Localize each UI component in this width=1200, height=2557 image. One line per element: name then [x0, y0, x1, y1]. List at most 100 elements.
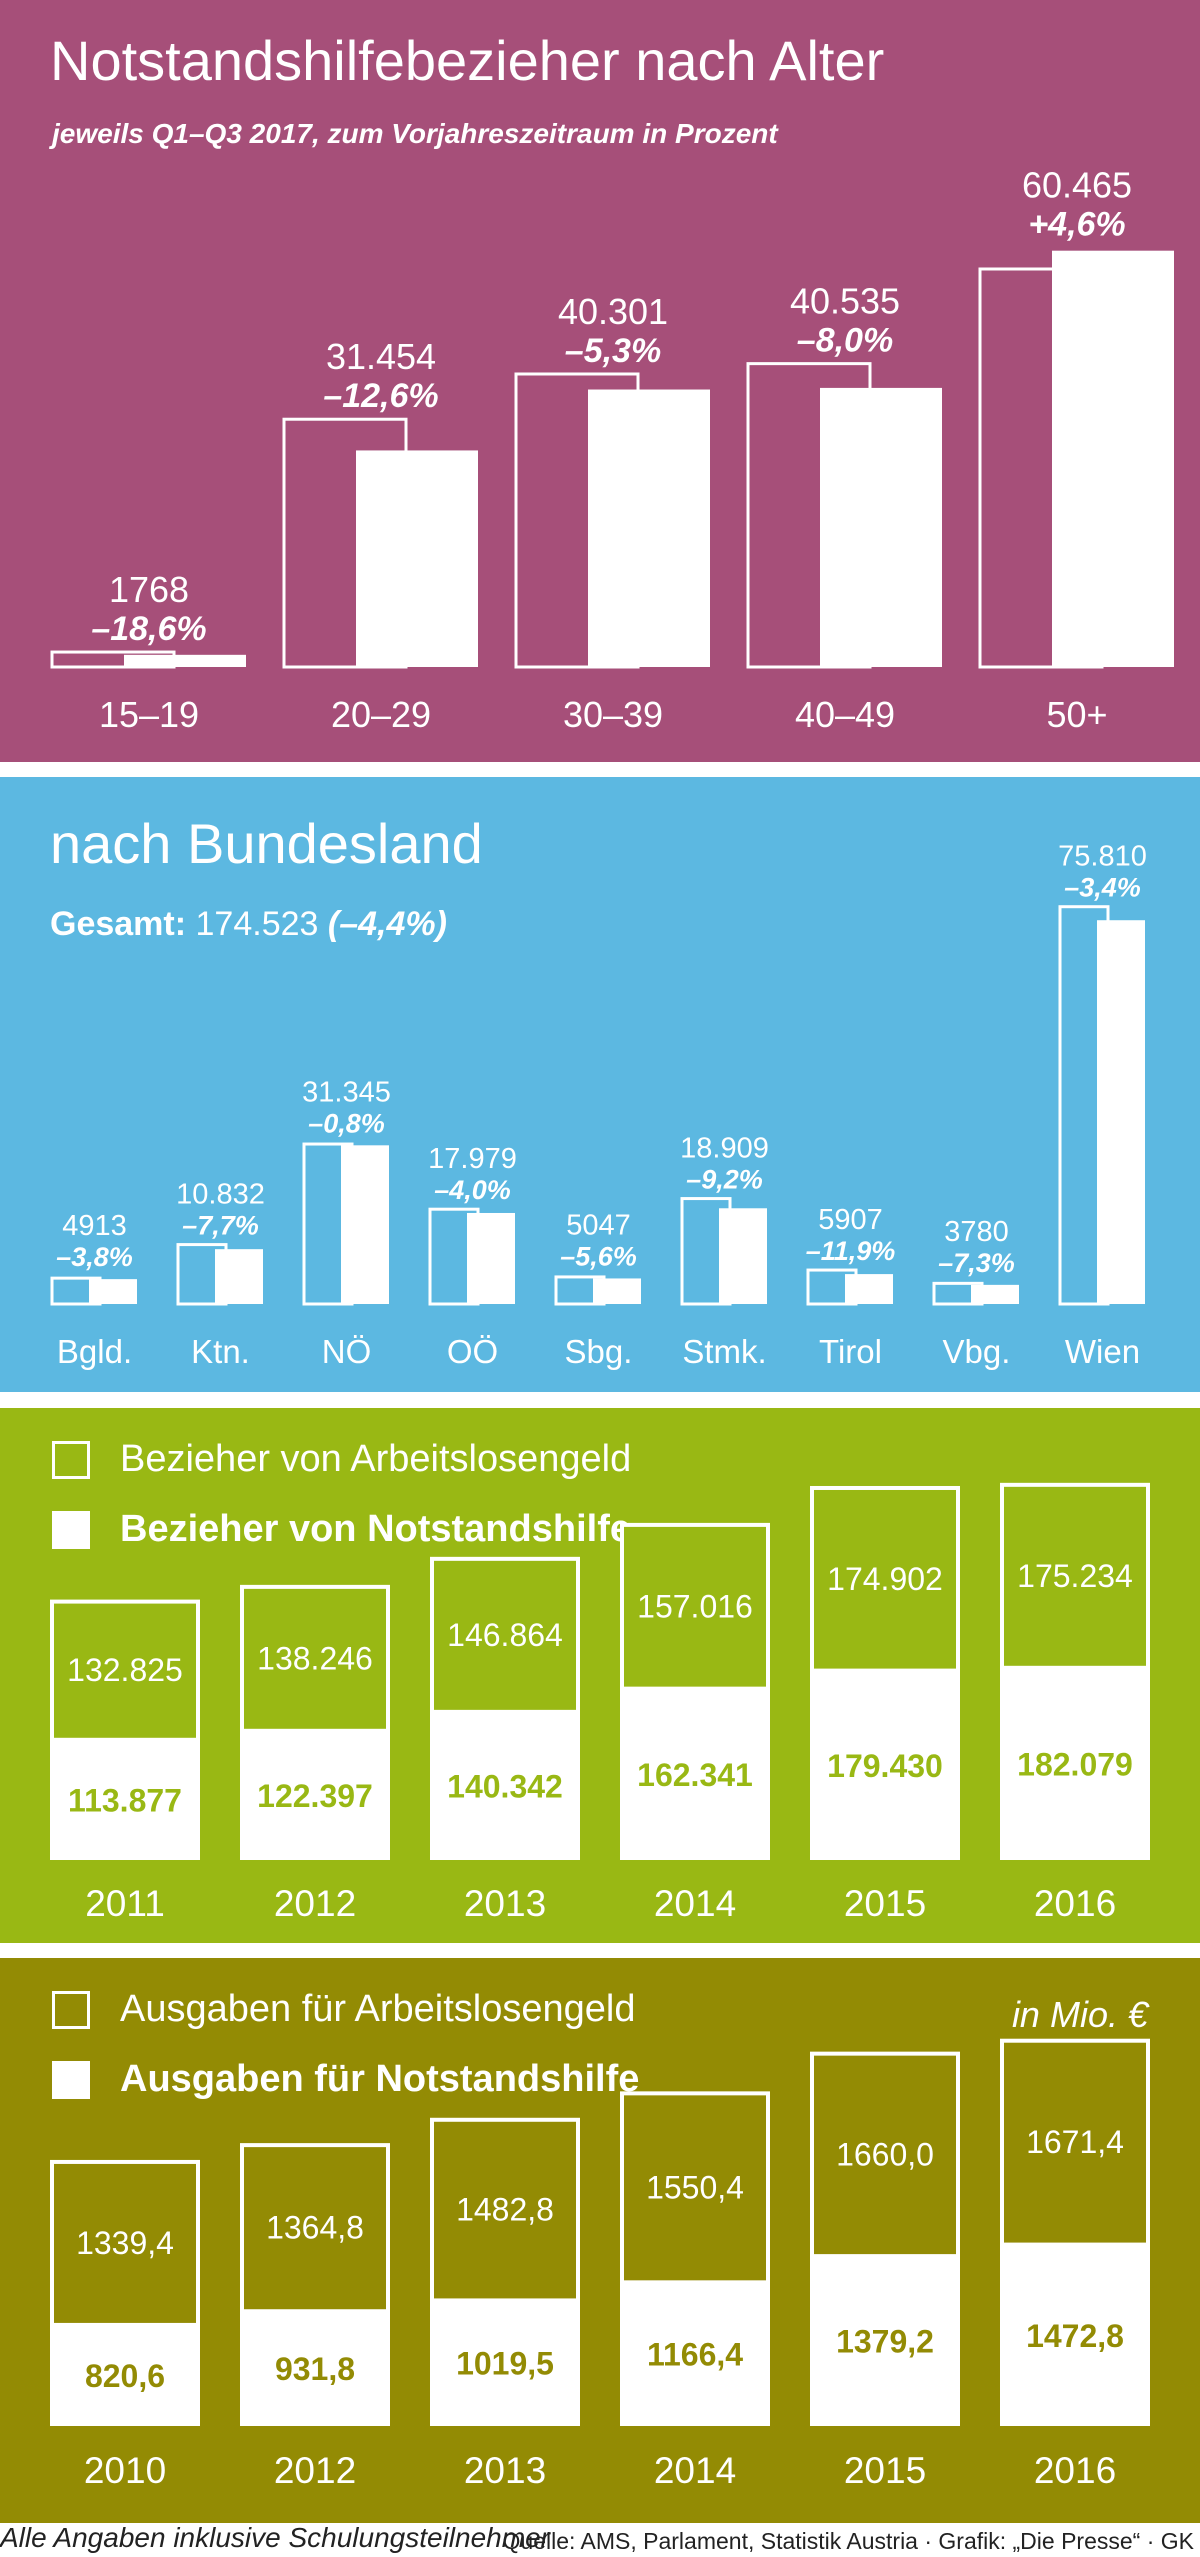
category-label: Vbg. — [943, 1333, 1011, 1370]
bar-current-year — [593, 1278, 641, 1304]
change-label: –0,8% — [308, 1108, 385, 1138]
outline-value-label: 1550,4 — [646, 2169, 744, 2205]
value-label: 75.810 — [1058, 841, 1147, 873]
unit-label: in Mio. € — [1011, 1994, 1148, 2035]
outline-value-label: 138.246 — [257, 1640, 373, 1676]
bar-filled-segment — [240, 1730, 390, 1860]
age-title: Notstandshilfebezieher nach Alter — [50, 29, 885, 92]
bar-filled-segment — [50, 2324, 200, 2426]
category-label: 2013 — [464, 1883, 546, 1924]
bar-filled-segment — [430, 2300, 580, 2426]
age-bar-chart: –18,6%176815–19–12,6%31.45420–29–5,3%40.… — [50, 165, 1174, 735]
category-label: 2012 — [274, 2450, 356, 2491]
bar-current-year — [1097, 920, 1145, 1304]
total-label: Gesamt: — [50, 905, 187, 943]
filled-value-label: 1166,4 — [647, 2337, 743, 2373]
filled-value-label: 113.877 — [68, 1782, 182, 1818]
state-panel: nach Bundesland Gesamt: 174.523 (–4,4%) … — [0, 777, 1200, 1392]
legend-unemployment-spending: Ausgaben für Arbeitslosengeld — [52, 1988, 635, 2031]
bar-current-year — [356, 450, 478, 667]
bar-current-year — [588, 389, 710, 667]
outline-value-label: 132.825 — [67, 1652, 183, 1688]
state-title: nach Bundesland — [50, 812, 483, 875]
category-label: 30–39 — [563, 694, 663, 735]
bar-outline-segment — [620, 1522, 770, 1691]
bar-filled-segment — [430, 1711, 580, 1860]
outline-value-label: 1482,8 — [456, 2192, 554, 2228]
category-label: NÖ — [322, 1333, 372, 1370]
bar-filled-segment — [50, 1739, 200, 1860]
value-label: 10.832 — [176, 1179, 265, 1211]
value-label: 1768 — [109, 569, 189, 610]
outline-value-label: 157.016 — [637, 1588, 753, 1624]
bar-filled-segment — [620, 2282, 770, 2426]
filled-value-label: 820,6 — [85, 2358, 165, 2394]
category-label: 2014 — [654, 2450, 736, 2491]
filled-value-label: 162.341 — [637, 1757, 753, 1793]
bar-current-year — [820, 387, 942, 667]
bar-current-year — [467, 1212, 515, 1304]
bar-filled-segment — [240, 2311, 390, 2426]
state-bar-chart: –3,8%4913 Bgld. –7,7%10.832 Ktn. –0,8%31.345… — [50, 841, 1147, 1370]
change-label: –3,4% — [1064, 873, 1141, 903]
bar-current-year — [124, 654, 246, 667]
bar-filled-segment — [1000, 1667, 1150, 1860]
change-label: –11,9% — [806, 1236, 896, 1266]
category-label: 2013 — [464, 2450, 546, 2491]
total-value: 174.523 — [195, 905, 319, 943]
category-label: 2015 — [844, 2450, 926, 2491]
value-label: 5907 — [818, 1204, 883, 1236]
bar-outline-segment — [1000, 1482, 1150, 1670]
category-label: 2016 — [1034, 2450, 1116, 2491]
outline-value-label: 146.864 — [447, 1617, 563, 1653]
category-label: Bgld. — [57, 1333, 132, 1370]
filled-value-label: 931,8 — [275, 2351, 355, 2387]
change-label: –8,0% — [797, 322, 893, 360]
bar-filled-segment — [810, 1670, 960, 1860]
bar-outline-segment — [430, 2117, 580, 2303]
category-label: 15–19 — [99, 694, 199, 735]
value-label: 18.909 — [680, 1133, 769, 1165]
total-line: Gesamt: 174.523 (–4,4%) — [50, 905, 447, 944]
legend-emergency-aid: Bezieher von Notstandshilfe — [52, 1508, 631, 1551]
filled-value-label: 122.397 — [257, 1778, 373, 1814]
category-label: Sbg. — [565, 1333, 633, 1370]
change-label: –3,8% — [56, 1242, 133, 1272]
category-label: 2010 — [84, 2450, 166, 2491]
category-label: OÖ — [447, 1333, 498, 1370]
bar-current-year — [971, 1284, 1019, 1304]
bar-filled-segment — [1000, 2244, 1150, 2426]
legend-outline-label: Ausgaben für Arbeitslosengeld — [120, 1988, 636, 2030]
bar-outline-segment — [620, 2091, 770, 2285]
category-label: 20–29 — [331, 694, 431, 735]
source-line: Quelle: AMS, Parlament, Statistik Austri… — [502, 2528, 1194, 2554]
change-label: –4,0% — [434, 1175, 511, 1205]
change-label: –7,3% — [938, 1248, 1015, 1278]
category-label: 2014 — [654, 1883, 736, 1924]
bar-outline-segment — [240, 1584, 390, 1733]
filled-value-label: 140.342 — [447, 1768, 563, 1804]
outline-value-label: 1339,4 — [76, 2225, 174, 2261]
category-label: 40–49 — [795, 694, 895, 735]
bar-current-year — [89, 1279, 137, 1304]
footnote: Alle Angaben inklusive Schulungsteilnehm… — [0, 2522, 550, 2553]
outline-value-label: 174.902 — [827, 1561, 943, 1597]
legend-filled-swatch — [52, 2060, 90, 2099]
category-label: Stmk. — [682, 1333, 766, 1370]
legend-filled-swatch — [52, 1510, 90, 1549]
legend-unemployment-benefit: Bezieher von Arbeitslosengeld — [52, 1438, 631, 1481]
bar-outline-segment — [430, 1556, 580, 1714]
bar-current-year — [719, 1208, 767, 1304]
bar-filled-segment — [620, 1688, 770, 1860]
category-label: Wien — [1065, 1333, 1140, 1370]
category-label: 2015 — [844, 1883, 926, 1924]
recipients-panel: Bezieher von Arbeitslosengeld Bezieher v… — [0, 1408, 1200, 1943]
value-label: 5047 — [566, 1209, 631, 1241]
category-label: 2011 — [85, 1883, 165, 1924]
change-label: –9,2% — [686, 1165, 763, 1195]
value-label: 31.454 — [326, 336, 436, 377]
bar-current-year — [845, 1274, 893, 1304]
bar-outline-segment — [240, 2143, 390, 2314]
bar-outline-segment — [810, 1485, 960, 1673]
total-change: (–4,4%) — [327, 905, 447, 943]
